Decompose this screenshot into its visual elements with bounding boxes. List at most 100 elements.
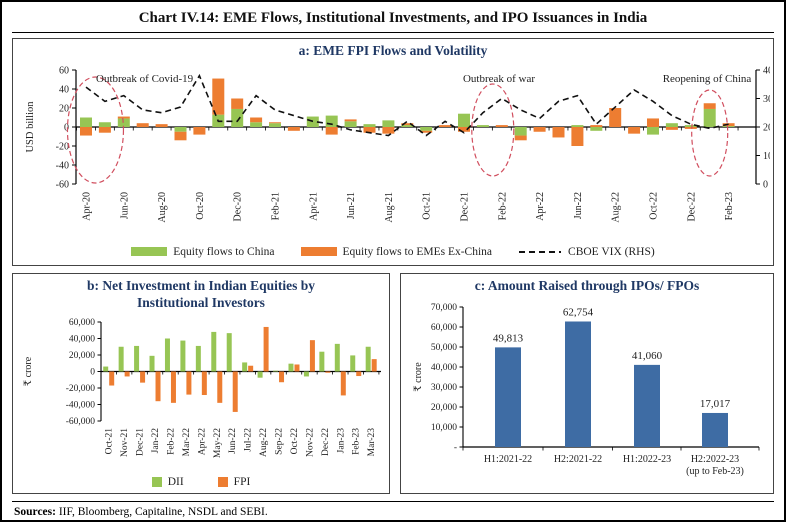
fpi-swatch — [217, 476, 228, 487]
bar-dii — [149, 355, 155, 372]
annotation-ellipse — [471, 83, 515, 177]
china-swatch — [131, 247, 168, 257]
bar-ex-china — [684, 126, 697, 129]
bar-ipo — [565, 321, 591, 447]
panel-b-chart: 60,000 40,000 20,000 0 -20,000 -40,000 -60,000… — [23, 318, 381, 458]
bar-fpi — [109, 371, 115, 386]
bar-dii — [164, 338, 170, 372]
bar-dii — [180, 340, 186, 372]
bar-ipo — [702, 412, 728, 447]
bar-dii — [319, 351, 325, 372]
bar-ex-china — [344, 119, 357, 122]
bar-ex-china — [287, 126, 300, 131]
svg-text:-20,000: -20,000 — [66, 384, 96, 394]
panel-b-title: b: Net Investment in Indian Equities by … — [15, 278, 387, 312]
bar-ex-china — [458, 126, 470, 132]
svg-text:Nov-21: Nov-21 — [120, 428, 130, 457]
svg-text:41,060: 41,060 — [632, 350, 663, 362]
bar-china — [80, 117, 92, 127]
bar-ex-china — [193, 126, 206, 135]
svg-text:17,017: 17,017 — [700, 398, 731, 410]
bar-dii — [350, 355, 356, 372]
bar-ex-china — [155, 124, 168, 127]
bar-china — [269, 123, 281, 127]
svg-text:Dec-22: Dec-22 — [321, 428, 331, 456]
bar-ex-china — [136, 123, 149, 127]
panel-a-title: a: EME FPI Flows and Volatility — [298, 43, 488, 58]
svg-text:Feb-22: Feb-22 — [166, 428, 176, 455]
svg-text:Feb-23: Feb-23 — [724, 192, 735, 220]
bar-china — [250, 122, 263, 127]
bar-ex-china — [250, 117, 263, 123]
figure-header: Chart IV.14: EME Flows, Institutional In… — [12, 2, 774, 33]
svg-text:-: - — [454, 443, 457, 453]
svg-text:Dec-22: Dec-22 — [686, 192, 697, 221]
bar-ipo — [495, 347, 521, 447]
svg-text:₹ crore: ₹ crore — [23, 356, 34, 386]
bar-dii — [134, 345, 140, 372]
svg-text:0: 0 — [64, 122, 69, 133]
bar-china — [647, 126, 659, 135]
svg-text:Jun-22: Jun-22 — [573, 192, 584, 219]
bar-ex-china — [174, 131, 187, 141]
bar-china — [117, 118, 130, 127]
svg-text:Outbreak of Covid-19: Outbreak of Covid-19 — [96, 73, 194, 85]
svg-text:Aug-21: Aug-21 — [384, 192, 395, 223]
svg-text:Outbreak of war: Outbreak of war — [463, 73, 535, 85]
panel-b-title-line2: Institutional Investors — [137, 294, 265, 310]
svg-text:0: 0 — [763, 179, 768, 190]
bar-ex-china — [609, 107, 622, 127]
svg-text:40: 40 — [763, 65, 770, 76]
bar-china — [684, 124, 697, 127]
panel-b-legend: DII FPI — [15, 476, 387, 488]
legend-label-exchina: Equity flows to EMEs Ex-China — [342, 245, 493, 258]
svg-text:0: 0 — [90, 367, 95, 377]
panel-c: c: Amount Raised through IPOs/ FPOs 70,0… — [400, 273, 774, 494]
bar-fpi — [124, 371, 130, 377]
bar-china — [174, 126, 187, 132]
legend-item-vix: CBOE VIX (RHS) — [518, 246, 655, 258]
legend-label-fpi: FPI — [233, 475, 251, 488]
bar-china — [476, 124, 489, 127]
bar-fpi — [279, 371, 285, 382]
legend-label-vix: CBOE VIX (RHS) — [568, 245, 655, 258]
svg-text:50,000: 50,000 — [431, 343, 457, 353]
svg-text:60: 60 — [59, 65, 69, 76]
svg-text:Oct-22: Oct-22 — [649, 192, 660, 220]
svg-text:Aug-22: Aug-22 — [611, 192, 622, 223]
svg-text:Apr-20: Apr-20 — [82, 192, 93, 221]
svg-text:Oct-20: Oct-20 — [195, 192, 206, 220]
panel-a-legend: Equity flows to China Equity flows to EM… — [16, 246, 770, 258]
bar-ex-china — [495, 124, 508, 127]
svg-text:60,000: 60,000 — [69, 318, 95, 328]
vix-dash-swatch — [519, 250, 562, 253]
bar-dii — [365, 346, 371, 372]
ex-china-swatch — [300, 247, 337, 257]
svg-text:20: 20 — [59, 103, 69, 114]
bar-ex-china — [382, 126, 395, 134]
bar-dii — [303, 371, 309, 377]
figure-title: Chart IV.14: EME Flows, Institutional In… — [138, 10, 648, 26]
bar-china — [722, 125, 735, 127]
svg-text:Mar-22: Mar-22 — [182, 428, 192, 457]
svg-text:62,754: 62,754 — [563, 306, 594, 318]
annotation-ellipse — [66, 76, 125, 184]
bar-fpi — [248, 365, 254, 372]
svg-text:20,000: 20,000 — [431, 403, 457, 413]
bar-dii — [242, 362, 248, 372]
svg-text:40,000: 40,000 — [69, 334, 95, 344]
legend-label-china: Equity flows to China — [173, 245, 275, 258]
bar-fpi — [186, 371, 192, 395]
bar-fpi — [356, 371, 362, 376]
bar-ex-china — [117, 116, 130, 119]
panel-b: b: Net Investment in Indian Equities by … — [12, 273, 390, 494]
bar-ex-china — [80, 126, 92, 136]
svg-text:H1:2021-22: H1:2021-22 — [484, 454, 532, 465]
bar-ex-china — [552, 126, 565, 138]
svg-text:Aug-20: Aug-20 — [157, 192, 168, 223]
panel-c-title: c: Amount Raised through IPOs/ FPOs — [474, 278, 700, 293]
bar-china — [401, 124, 414, 127]
svg-text:Oct-21: Oct-21 — [422, 192, 433, 220]
bar-fpi — [170, 371, 176, 403]
svg-text:40,000: 40,000 — [431, 363, 457, 373]
